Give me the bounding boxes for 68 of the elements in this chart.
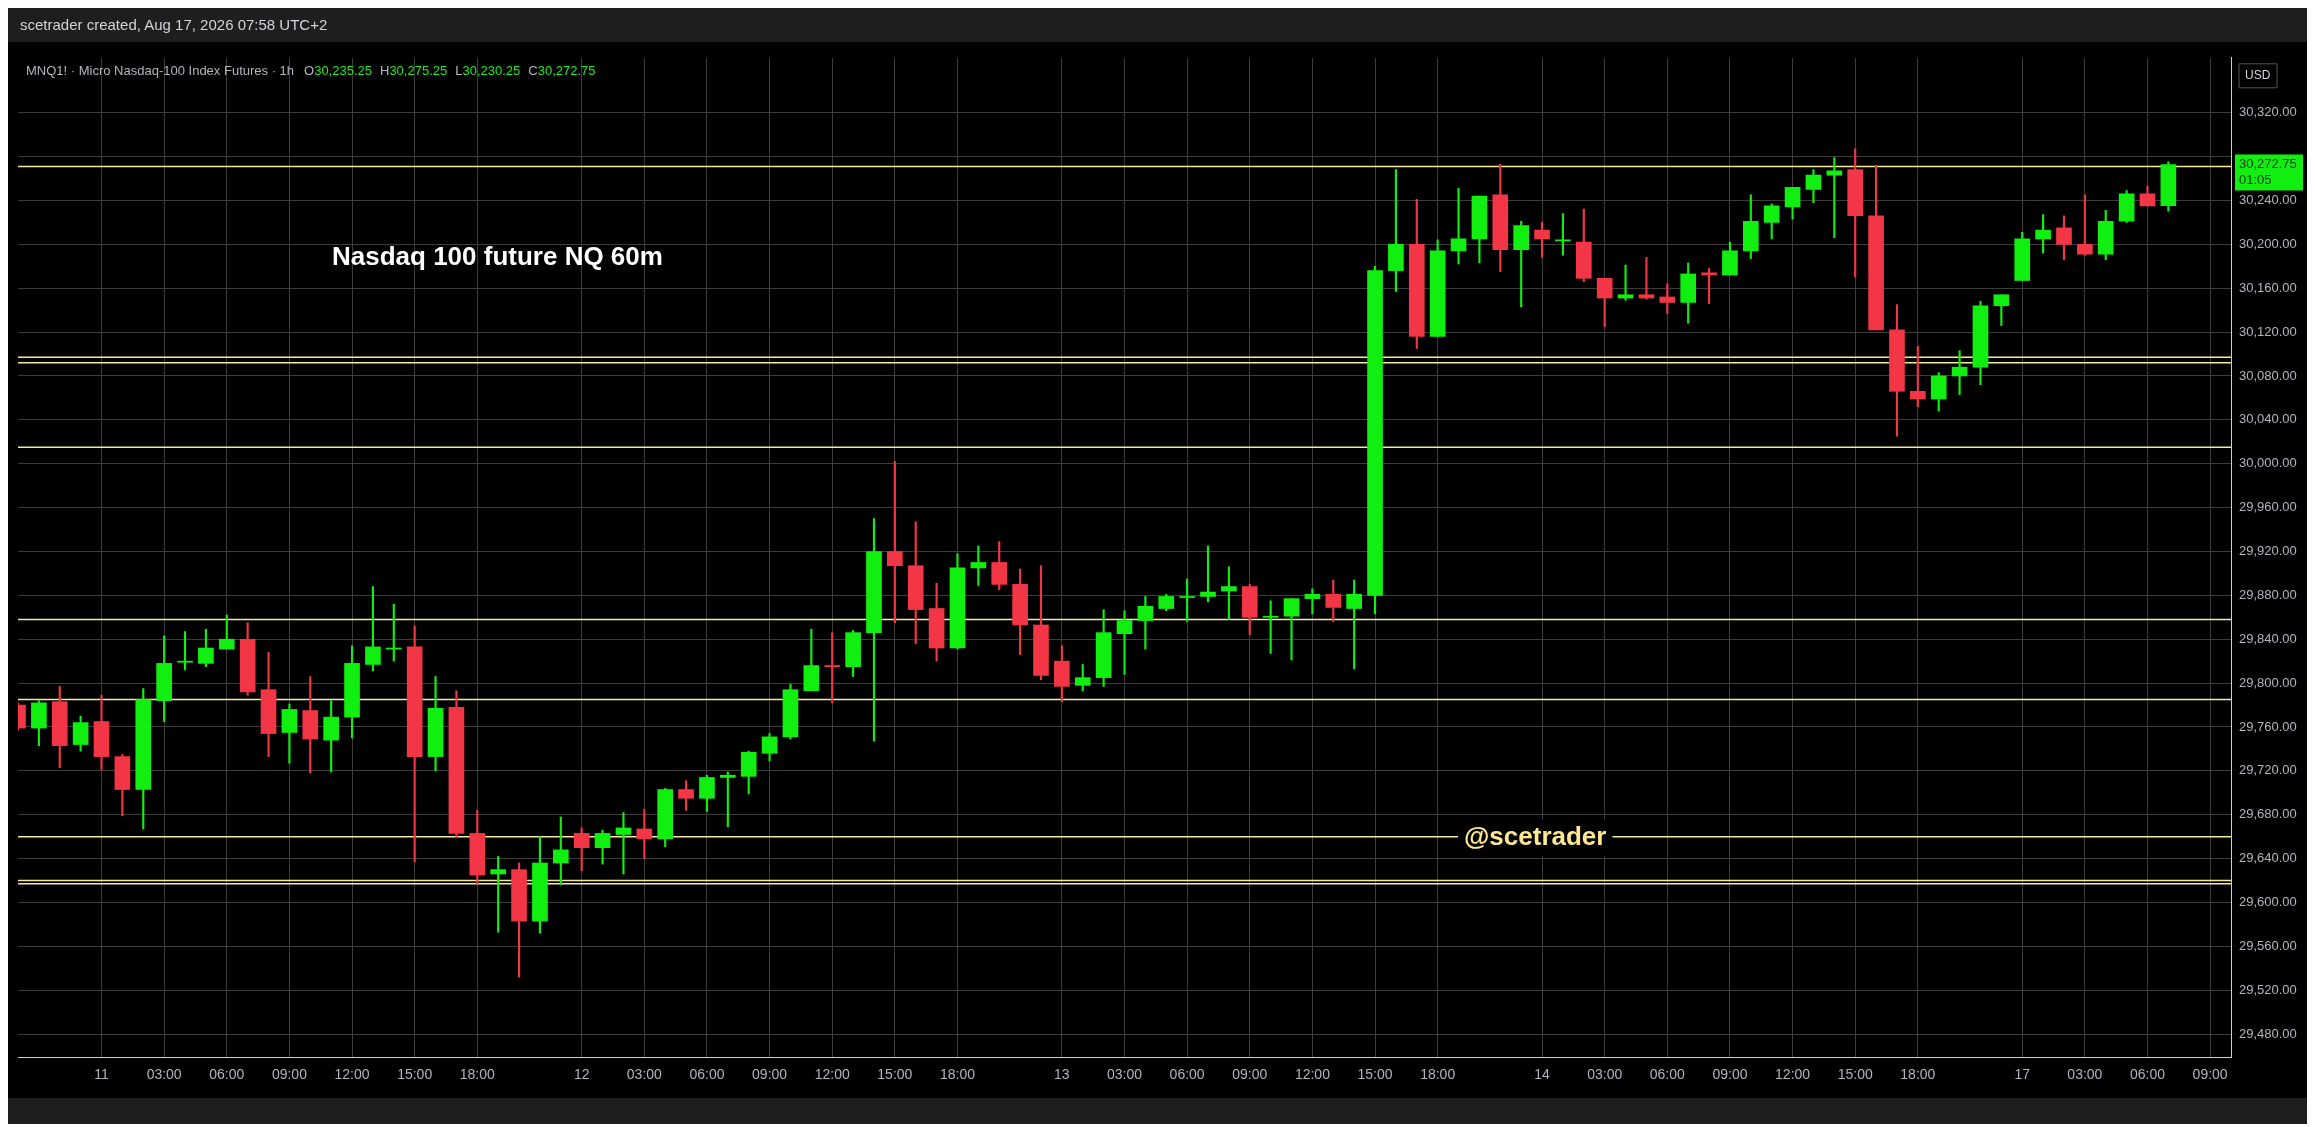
x-tick-label: 17: [2014, 1066, 2031, 1083]
x-tick-label: 06:00: [209, 1066, 245, 1083]
x-tick-label: 03:00: [2067, 1066, 2103, 1083]
x-tick-label: 15:00: [1837, 1066, 1873, 1083]
x-tick-label: 03:00: [1106, 1066, 1143, 1083]
x-tick-label: 18:00: [1420, 1066, 1456, 1083]
x-tick-label: 09:00: [271, 1066, 308, 1083]
x-tick-label: 14: [1534, 1066, 1551, 1083]
candlestick: [1283, 598, 1300, 661]
x-tick-label: 13: [1054, 1066, 1070, 1083]
y-tick-label: 29,640.00: [2239, 850, 2297, 866]
x-tick-label: 06:00: [2129, 1066, 2166, 1083]
text: Nasdaq 100 future NQ 60m: [332, 240, 663, 271]
y-tick-label: 29,680.00: [2239, 806, 2297, 822]
y-tick-label: 29,880.00: [2239, 586, 2297, 602]
x-tick-label: 06:00: [1649, 1066, 1686, 1083]
x-tick-label: 09:00: [1232, 1066, 1268, 1083]
candlestick: [1450, 188, 1467, 265]
y-tick-label: 30,080.00: [2239, 367, 2297, 383]
x-tick-label: 12: [573, 1066, 590, 1083]
x-tick-label: 12:00: [814, 1066, 850, 1083]
x-tick-label: 03:00: [1587, 1066, 1623, 1083]
x-tick-label: 06:00: [1169, 1066, 1205, 1083]
x-tick-label: 18:00: [459, 1066, 496, 1083]
candlestick: [1116, 610, 1133, 675]
y-tick-label: 29,480.00: [2239, 1025, 2297, 1041]
text: scetrader created, Aug 17, 2026 07:58 UTC+2: [19, 15, 329, 35]
y-tick-label: 30,000.00: [2239, 455, 2297, 471]
candlestick: [615, 812, 632, 875]
y-tick-label: 30,160.00: [2239, 279, 2297, 295]
annotation: O30,235.25 H30,275.25 L30,230.25 C30,272.75: [304, 63, 596, 79]
y-tick-label: 29,920.00: [2239, 543, 2297, 559]
x-tick-label: 15:00: [1357, 1066, 1393, 1083]
annotation: @scetrader: [1464, 820, 1607, 851]
y-tick-label: 29,800.00: [2239, 674, 2297, 690]
y-tick-label: 30,320.00: [2239, 104, 2297, 120]
x-tick-label: 09:00: [2192, 1066, 2228, 1083]
y-tick-label: 29,600.00: [2239, 894, 2297, 910]
text: USD: [2245, 68, 2271, 83]
x-tick-label: 09:00: [752, 1066, 788, 1083]
y-tick-label: 30,200.00: [2239, 235, 2297, 251]
x-tick-label: 18:00: [1900, 1066, 1936, 1083]
y-tick-label: 29,960.00: [2239, 499, 2297, 515]
y-tick-label: 30,040.00: [2239, 411, 2297, 427]
x-tick-label: 09:00: [1712, 1066, 1748, 1083]
y-tick-label: 29,720.00: [2239, 762, 2297, 778]
x-tick-label: 15:00: [397, 1066, 433, 1083]
x-tick-label: 06:00: [689, 1066, 725, 1083]
x-tick-label: 11: [94, 1066, 109, 1083]
x-tick-label: 18:00: [939, 1066, 976, 1083]
x-tick-label: 12:00: [334, 1066, 370, 1083]
x-tick-label: 03:00: [626, 1066, 663, 1083]
text: MNQ1! · Micro Nasdaq-100 Index Futures · 1h: [26, 63, 295, 79]
x-tick-label: 03:00: [146, 1066, 182, 1083]
y-tick-label: 29,560.00: [2239, 937, 2297, 953]
y-tick-label: 29,520.00: [2239, 981, 2297, 997]
y-tick-label: 30,240.00: [2239, 191, 2297, 207]
text: 30,272.75: [2239, 156, 2297, 172]
text: 01:05: [2239, 172, 2272, 188]
candlestick: [1617, 264, 1634, 301]
x-tick-label: 15:00: [877, 1066, 913, 1083]
x-tick-label: 12:00: [1775, 1066, 1811, 1083]
y-tick-label: 29,760.00: [2239, 718, 2297, 734]
candlestick: [824, 632, 841, 704]
y-tick-label: 29,840.00: [2239, 630, 2297, 646]
candlestick: [1638, 257, 1655, 300]
x-tick-label: 12:00: [1294, 1066, 1331, 1083]
y-tick-label: 30,120.00: [2239, 323, 2297, 339]
